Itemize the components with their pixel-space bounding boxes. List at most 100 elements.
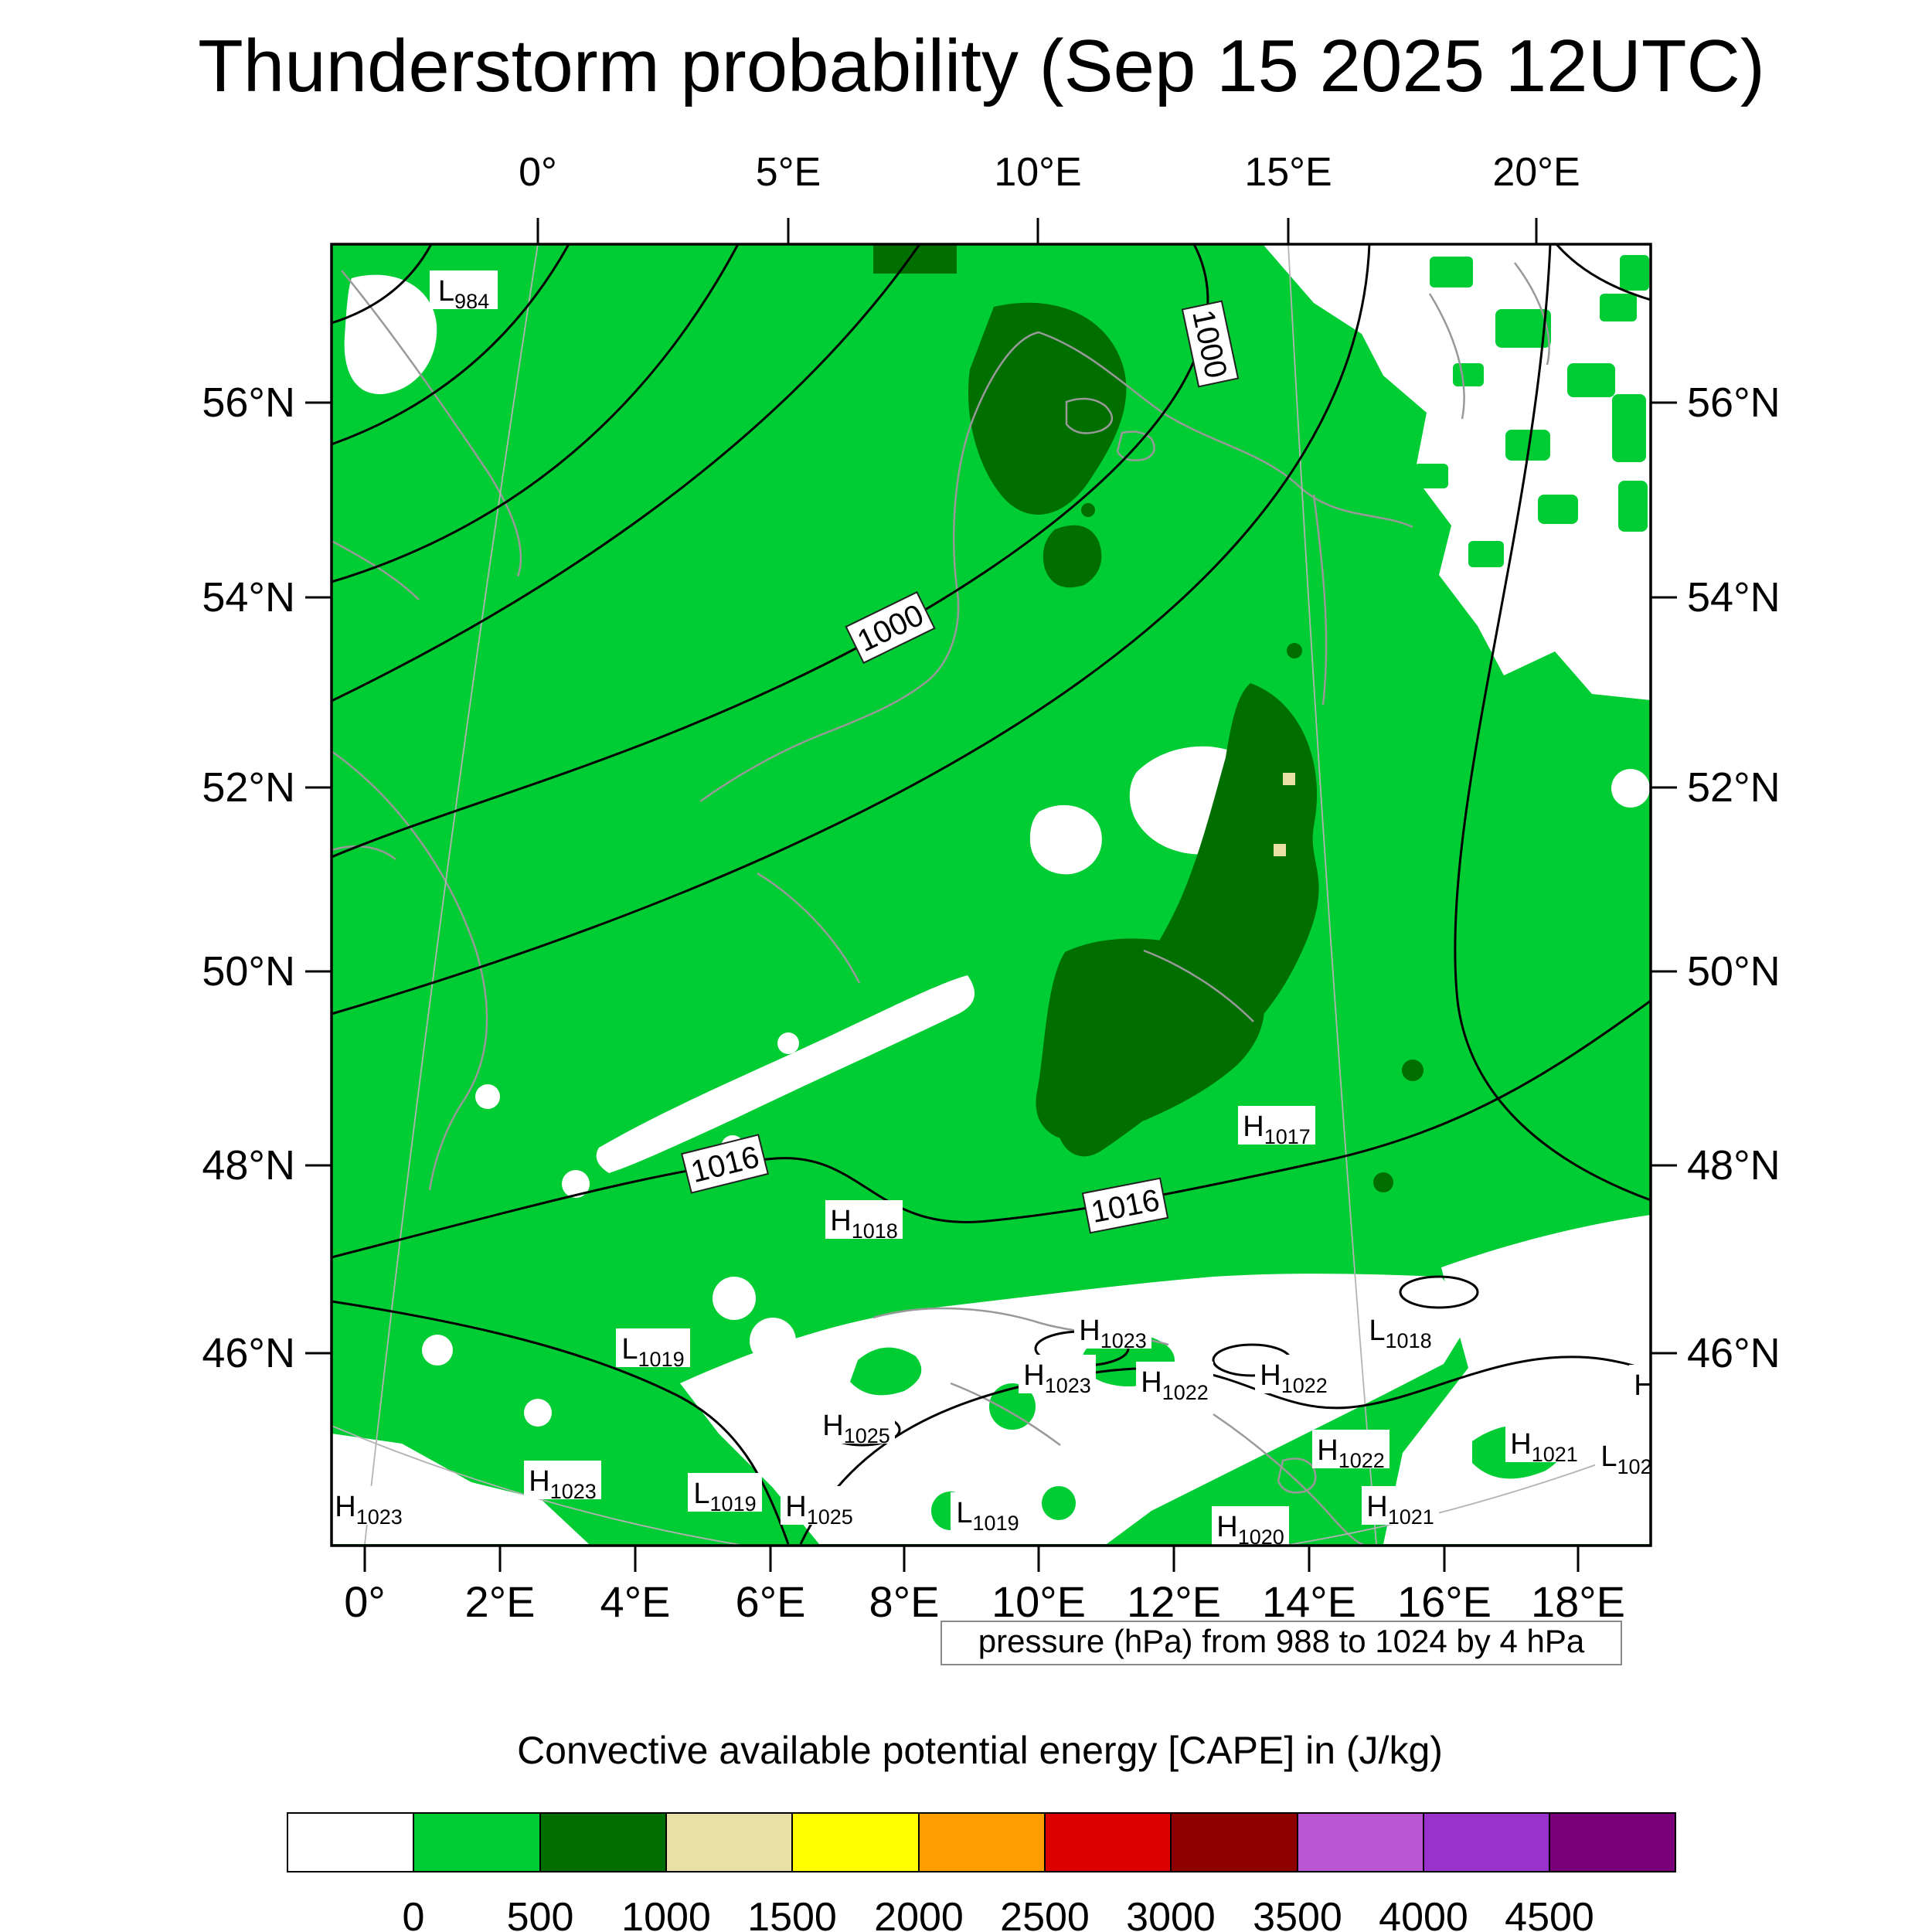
colorbar-tick-label: 1500	[747, 1895, 837, 1932]
coastline	[1428, 293, 1465, 420]
pressure-value: 1022	[1338, 1449, 1385, 1472]
pressure-letter: H	[785, 1491, 806, 1523]
axis-labels: 0° 5°E 10°E 15°E 20°E 0° 2°E 4°E 6°E 8°E…	[202, 150, 1780, 1626]
contour-label-box	[845, 590, 936, 665]
pressure-label-box	[951, 1492, 1025, 1531]
isobar-contour	[799, 1355, 1651, 1545]
contour-label-box	[681, 1134, 769, 1194]
isobar-contour	[332, 244, 921, 702]
svg-text:H1023: H1023	[529, 1465, 597, 1503]
contour-label: 1000	[1181, 300, 1240, 388]
green-speckle	[1567, 363, 1615, 397]
bottom-axis-label: 0°	[344, 1577, 386, 1626]
pressure-label-box	[688, 1473, 762, 1512]
pressure-label-box	[1312, 1430, 1389, 1468]
pressure-letter: L	[1369, 1315, 1385, 1347]
pressure-value: 1019	[973, 1512, 1019, 1535]
pressure-label-box	[1629, 1365, 1651, 1403]
pressure-letter: H	[1634, 1369, 1655, 1402]
bottom-axis-label: 4°E	[600, 1577, 671, 1626]
border-line	[1312, 494, 1328, 706]
svg-text:L984: L984	[438, 275, 489, 313]
pressure-center-label: L1019	[616, 1328, 690, 1371]
pressure-letter: L	[693, 1478, 709, 1510]
pressure-center-label: H1025	[781, 1486, 858, 1529]
pressure-center-label: H1025	[818, 1405, 895, 1447]
dark-green-patch-north	[1043, 525, 1102, 588]
coastline	[332, 845, 396, 860]
bottom-axis-label: 6°E	[736, 1577, 806, 1626]
colorbar-tick-label: 3500	[1253, 1895, 1342, 1932]
pressure-label-box	[1019, 1355, 1096, 1393]
svg-text:H1022: H1022	[1141, 1366, 1209, 1404]
top-axis-label: 0°	[519, 150, 557, 195]
pressure-center-label: L1019	[951, 1492, 1025, 1535]
right-axis-label: 52°N	[1687, 764, 1781, 811]
pressure-letter: H	[1366, 1491, 1387, 1523]
pressure-label-box	[1362, 1486, 1439, 1525]
graticule-meridian	[1287, 244, 1377, 1545]
contour-label: 1016	[681, 1134, 769, 1194]
white-speckle	[713, 1277, 756, 1320]
pressure-center-label: H1023	[332, 1486, 407, 1529]
pressure-center-label: L1018	[1363, 1310, 1437, 1352]
isobar-contour	[1454, 244, 1651, 1202]
green-speckle	[1538, 495, 1578, 524]
green-speckle	[1600, 294, 1637, 321]
green-island-alps	[989, 1383, 1036, 1430]
colorbar-tick-label: 500	[507, 1895, 574, 1932]
bottom-axis-label: 16°E	[1397, 1577, 1492, 1626]
colorbar-segment	[539, 1812, 667, 1872]
pressure-center-label: L1020	[1595, 1436, 1664, 1478]
coastline	[1213, 1413, 1364, 1546]
pressure-label-box	[1505, 1423, 1583, 1462]
green-speckle	[1618, 481, 1648, 532]
pressure-caption: pressure (hPa) from 988 to 1024 by 4 hPa	[940, 1621, 1622, 1665]
pressure-value: 1023	[1100, 1329, 1147, 1352]
pressure-center-label: H1020	[1212, 1506, 1289, 1549]
coastline	[332, 539, 420, 600]
pressure-value: 1019	[638, 1348, 685, 1371]
pressure-value: 1018	[852, 1219, 898, 1243]
pressure-letter: H	[1260, 1359, 1281, 1392]
svg-text:H1023: H1023	[1079, 1315, 1147, 1352]
pressure-label-box	[1074, 1310, 1151, 1349]
pressure-letter: L	[956, 1497, 972, 1529]
pressure-center-label: H1022	[1255, 1355, 1332, 1397]
colorbar-tick-label: 1000	[621, 1895, 711, 1932]
coastline	[699, 331, 1413, 803]
dark-green-speckle	[1402, 1060, 1423, 1081]
pressure-label-box	[825, 1200, 903, 1239]
pressure-letter: H	[1079, 1315, 1100, 1347]
dark-green-speckle	[1373, 1172, 1393, 1192]
svg-text:L1018: L1018	[1369, 1315, 1431, 1352]
pressure-value: 984	[454, 290, 489, 313]
pressure-value: 1023	[1045, 1374, 1091, 1397]
colorbar-tick-label: 3000	[1126, 1895, 1216, 1932]
pressure-center-label: H1021	[1362, 1486, 1439, 1529]
dark-green-patch-central	[1036, 938, 1264, 1141]
pressure-center-label: H1023	[1019, 1355, 1096, 1397]
pressure-value: 1020	[1238, 1526, 1284, 1549]
left-axis-label: 50°N	[202, 948, 295, 995]
colorbar-segment	[1044, 1812, 1172, 1872]
white-band-west	[596, 975, 975, 1173]
white-speckle	[750, 1318, 796, 1364]
pressure-letter: L	[1600, 1440, 1617, 1473]
pressure-label-box	[430, 270, 498, 309]
coastline-peninsula	[1277, 1458, 1317, 1494]
white-speckle	[1611, 769, 1650, 808]
colorbar-tick-label: 4500	[1505, 1895, 1594, 1932]
green-speckle	[1430, 257, 1473, 287]
pressure-value: 1022	[1162, 1381, 1209, 1404]
dark-green-speckle	[1081, 503, 1095, 517]
colorbar-tick-label: 4000	[1379, 1895, 1468, 1932]
pressure-value: 1020	[1617, 1455, 1664, 1478]
svg-text:H1018: H1018	[830, 1205, 898, 1243]
pressure-label-box	[1255, 1355, 1332, 1393]
pressure-center-label: L984	[430, 270, 498, 313]
left-axis-label: 48°N	[202, 1142, 295, 1189]
colorbar: Convective available potential energy [C…	[287, 1729, 1676, 1932]
pressure-value: 1023	[550, 1480, 597, 1503]
